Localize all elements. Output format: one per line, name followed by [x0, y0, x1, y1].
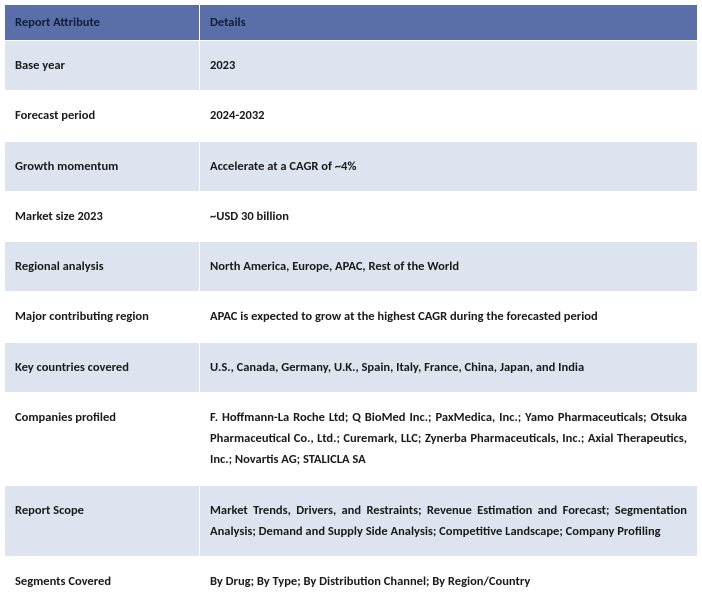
table-row: Major contributing regionAPAC is expecte… [5, 292, 698, 342]
table-row: Forecast period2024-2032 [5, 91, 698, 141]
cell-detail: APAC is expected to grow at the highest … [200, 292, 698, 342]
cell-detail: ~USD 30 billion [200, 191, 698, 241]
cell-attribute: Market size 2023 [5, 191, 200, 241]
cell-detail: Accelerate at a CAGR of ~4% [200, 141, 698, 191]
report-table: Report Attribute Details Base year2023Fo… [4, 4, 698, 607]
cell-detail: By Drug; By Type; By Distribution Channe… [200, 557, 698, 607]
cell-detail: F. Hoffmann-La Roche Ltd; Q BioMed Inc.;… [200, 392, 698, 485]
table-row: Companies profiledF. Hoffmann-La Roche L… [5, 392, 698, 485]
cell-detail: 2024-2032 [200, 91, 698, 141]
cell-attribute: Major contributing region [5, 292, 200, 342]
cell-detail: Market Trends, Drivers, and Restraints; … [200, 485, 698, 557]
table-row: Base year2023 [5, 41, 698, 91]
cell-detail: North America, Europe, APAC, Rest of the… [200, 242, 698, 292]
table-header-row: Report Attribute Details [5, 5, 698, 41]
cell-attribute: Companies profiled [5, 392, 200, 485]
table-body: Base year2023Forecast period2024-2032Gro… [5, 41, 698, 607]
table-row: Market size 2023~USD 30 billion [5, 191, 698, 241]
header-attribute: Report Attribute [5, 5, 200, 41]
cell-attribute: Segments Covered [5, 557, 200, 607]
cell-attribute: Key countries covered [5, 342, 200, 392]
cell-attribute: Report Scope [5, 485, 200, 557]
cell-attribute: Regional analysis [5, 242, 200, 292]
table-row: Regional analysisNorth America, Europe, … [5, 242, 698, 292]
table-row: Report ScopeMarket Trends, Drivers, and … [5, 485, 698, 557]
table-row: Key countries coveredU.S., Canada, Germa… [5, 342, 698, 392]
table-row: Growth momentumAccelerate at a CAGR of ~… [5, 141, 698, 191]
cell-attribute: Base year [5, 41, 200, 91]
cell-detail: 2023 [200, 41, 698, 91]
header-details: Details [200, 5, 698, 41]
table-row: Segments CoveredBy Drug; By Type; By Dis… [5, 557, 698, 607]
cell-attribute: Growth momentum [5, 141, 200, 191]
cell-detail: U.S., Canada, Germany, U.K., Spain, Ital… [200, 342, 698, 392]
cell-attribute: Forecast period [5, 91, 200, 141]
